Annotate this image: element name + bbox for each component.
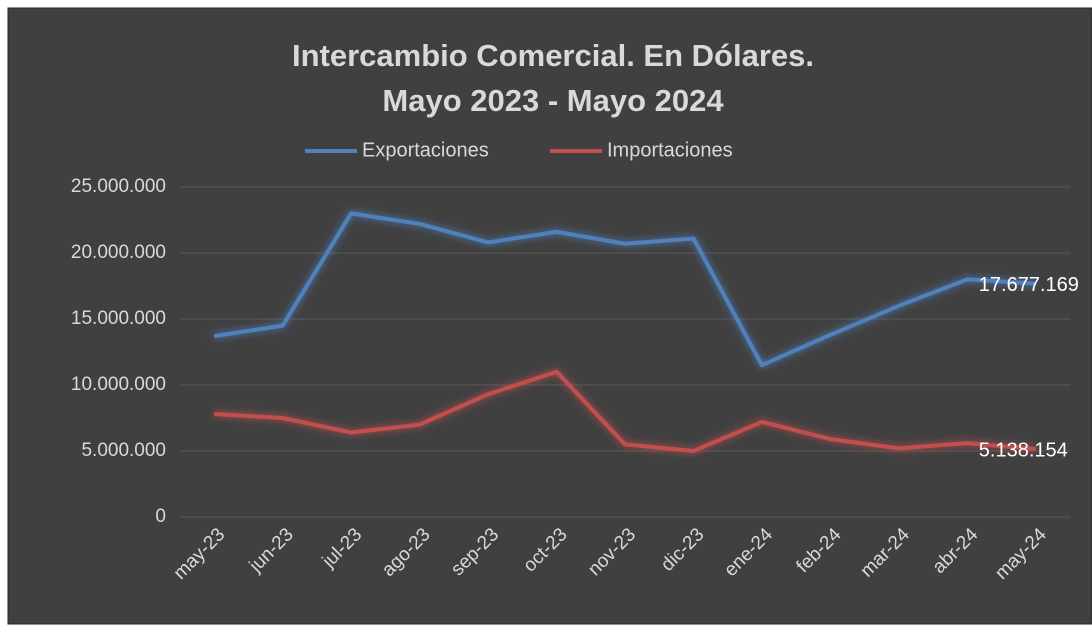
chart-title: Mayo 2023 - Mayo 2024 <box>382 83 724 118</box>
series-line <box>214 369 1036 453</box>
data-label: 5.138.154 <box>979 439 1068 461</box>
y-tick-label: 20.000.000 <box>71 242 166 263</box>
y-tick-label: 25.000.000 <box>71 176 166 197</box>
chart-background <box>7 7 1092 625</box>
chart-title: Intercambio Comercial. En Dólares. <box>292 38 814 73</box>
y-tick-label: 5.000.000 <box>81 440 166 461</box>
data-label: 17.677.169 <box>979 274 1079 296</box>
legend-label: Importaciones <box>607 139 733 161</box>
legend-label: Exportaciones <box>362 139 489 161</box>
y-tick-label: 0 <box>155 506 166 527</box>
y-tick-label: 15.000.000 <box>71 308 166 329</box>
series-line <box>213 211 1036 368</box>
y-tick-label: 10.000.000 <box>71 374 166 395</box>
